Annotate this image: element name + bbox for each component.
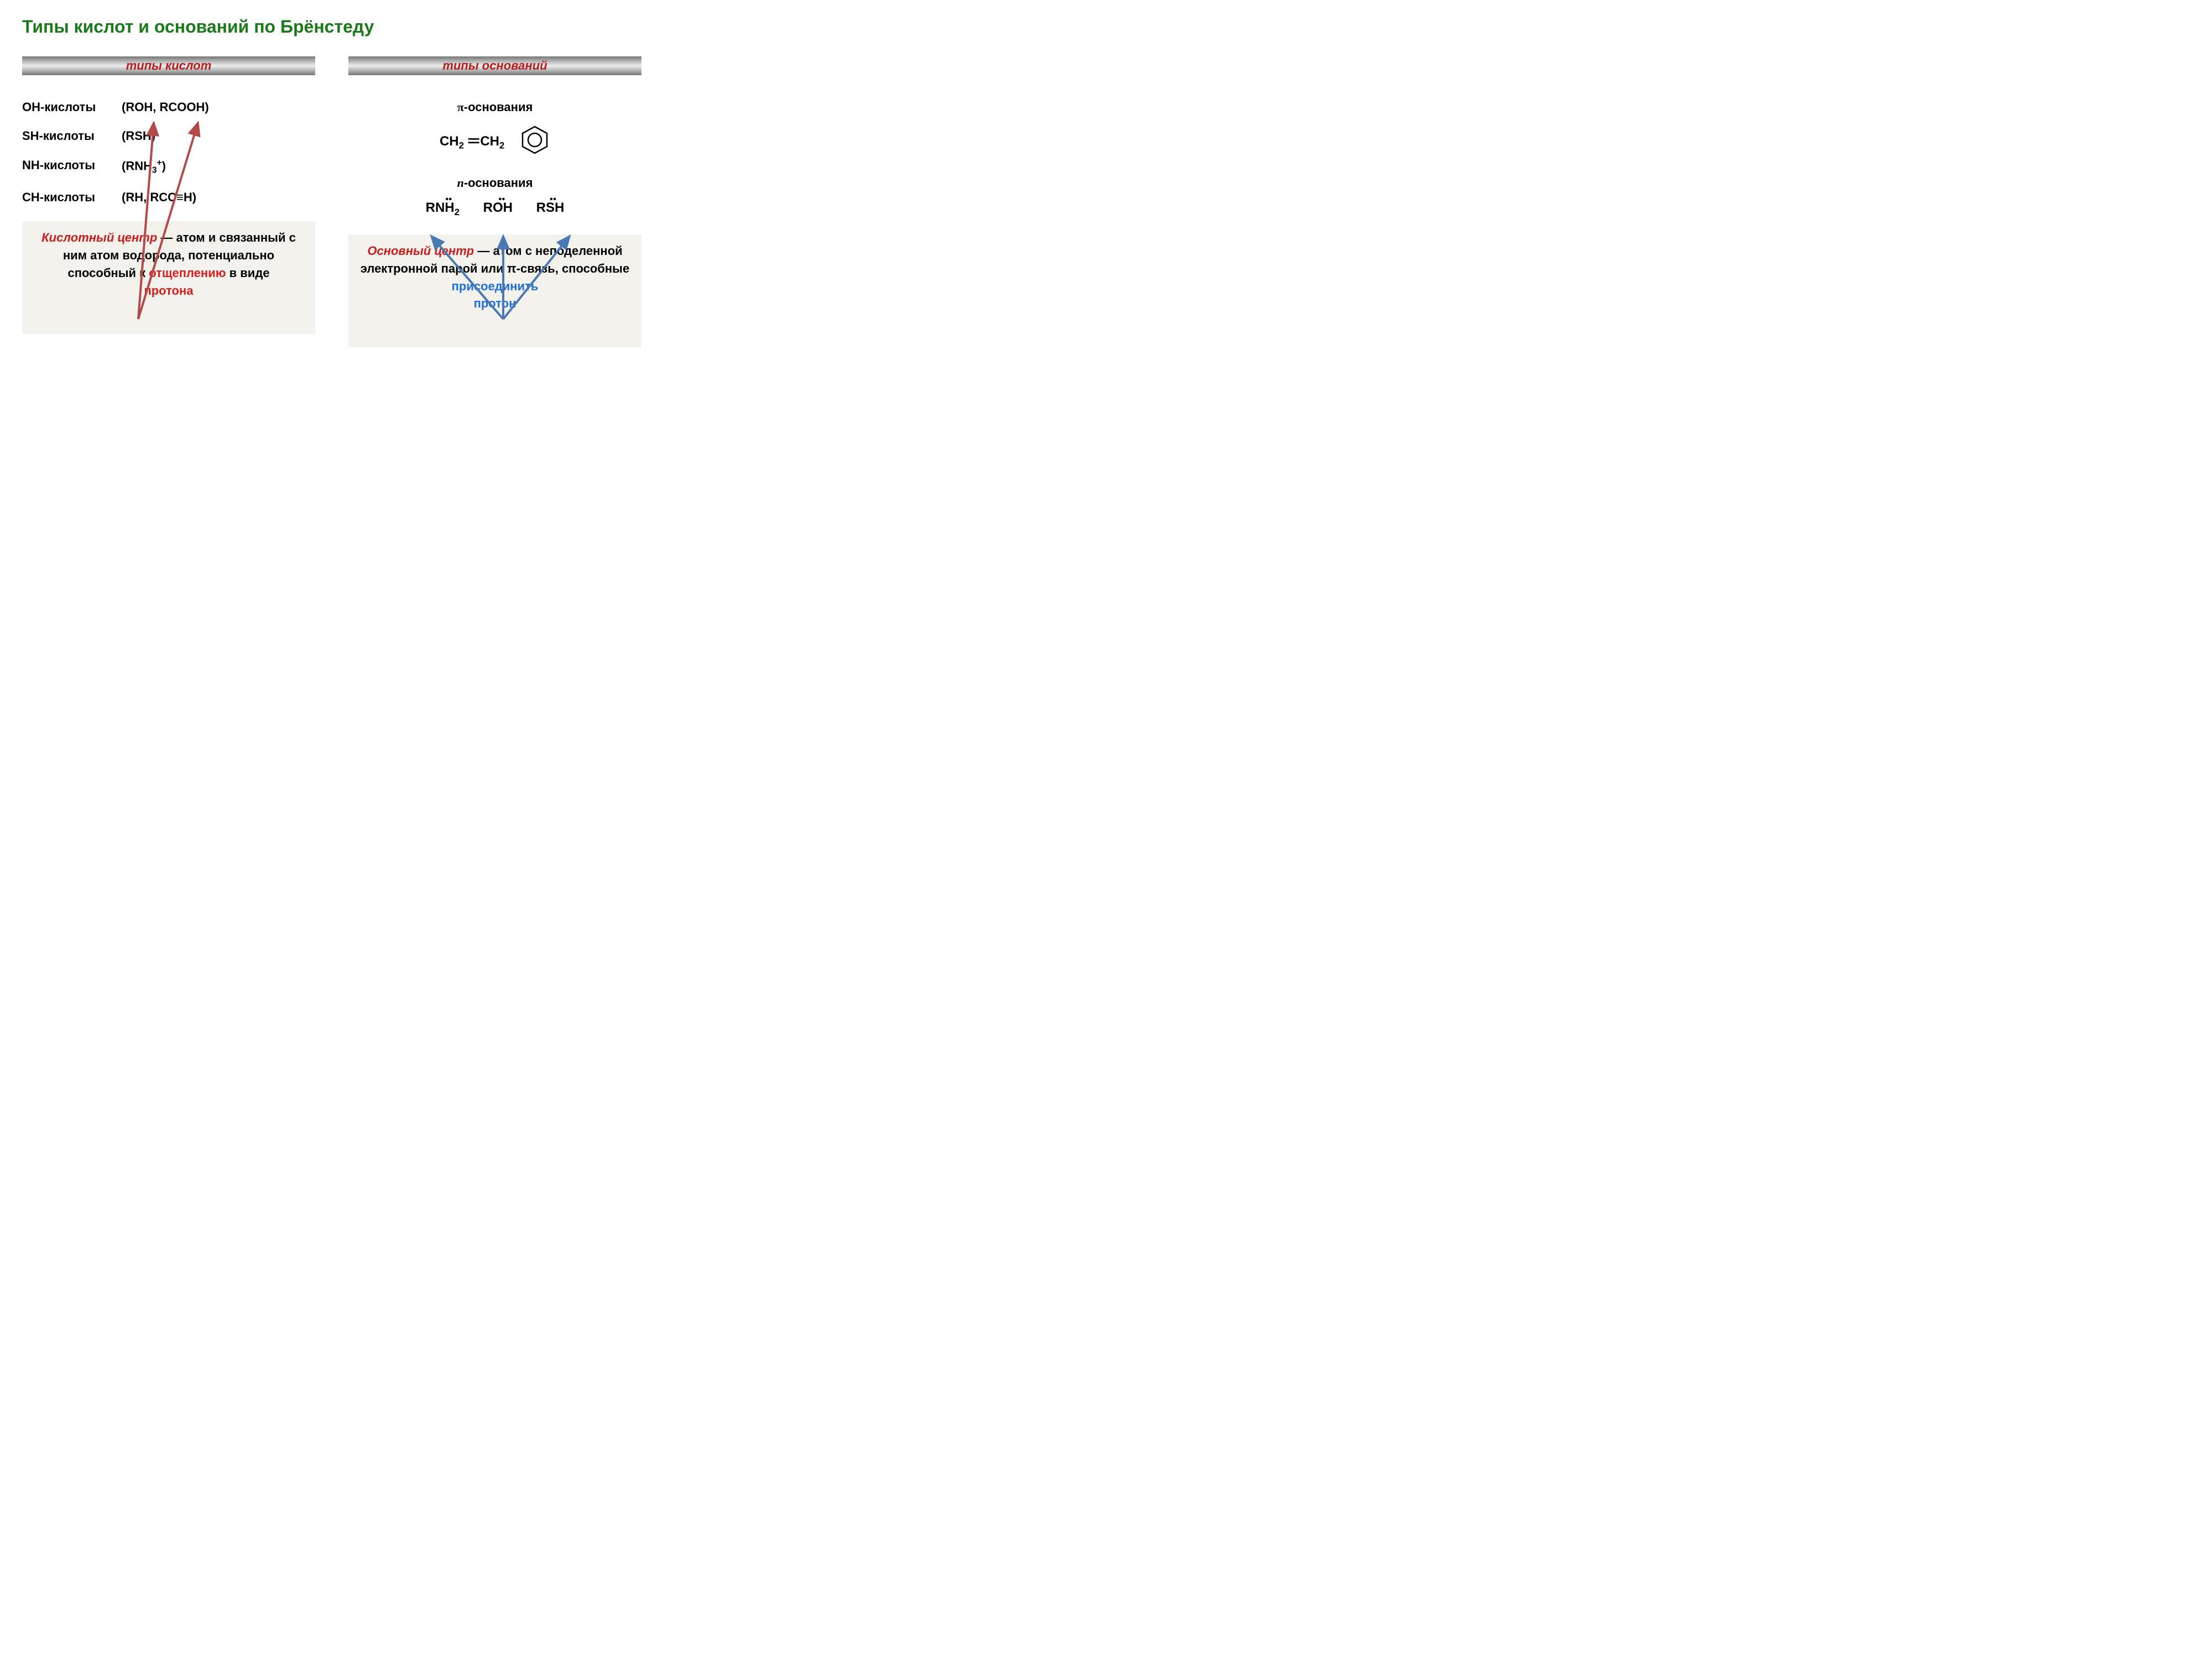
acid-formula: (RSH) xyxy=(122,129,155,143)
acid-label: NH-кислоты xyxy=(22,158,122,176)
n-item-rnh2: • • RNH2 xyxy=(426,200,460,218)
lone-pair-icon: • • xyxy=(445,195,451,205)
acid-list: OH-кислоты (ROH, RCOOH) SH-кислоты (RSH)… xyxy=(22,100,315,205)
lone-pair-icon: • • xyxy=(499,195,504,205)
n-heading: n-основания xyxy=(348,176,641,190)
acid-def-body2: в виде xyxy=(226,266,270,280)
acid-formula: (ROH, RCOOH) xyxy=(122,100,209,114)
n-item-rsh: • • RSH xyxy=(536,200,565,216)
n-item-roh: • • ROH xyxy=(483,200,513,216)
page-title: Типы кислот и оснований по Брёнстеду xyxy=(22,17,641,37)
acid-row-sh: SH-кислоты (RSH) xyxy=(22,129,315,143)
acid-row-nh: NH-кислоты (RNH3+) xyxy=(22,158,315,176)
acids-header: типы кислот xyxy=(22,56,315,75)
acid-formula: (RNH3+) xyxy=(122,158,166,176)
bases-column: типы оснований π-основания CH2 == CH2 n-… xyxy=(348,56,641,347)
columns: типы кислот OH-кислоты (ROH, RCOOH) SH-к… xyxy=(22,56,641,347)
pi-heading: π-основания xyxy=(348,100,641,114)
base-def-cut: протон xyxy=(474,296,517,310)
lone-pair-icon: • • xyxy=(550,195,555,205)
acid-formula: (RH, RCC≡H) xyxy=(122,190,196,205)
acid-label: SH-кислоты xyxy=(22,129,122,143)
pi-row: CH2 == CH2 xyxy=(348,124,641,159)
n-row: • • RNH2 • • ROH • • RSH xyxy=(348,200,641,218)
base-def-blue: присоединить xyxy=(452,279,539,293)
acid-label: CH-кислоты xyxy=(22,190,122,205)
base-term: Основный центр xyxy=(367,244,474,258)
acid-def-red: отщеплению xyxy=(149,266,226,280)
acid-label: OH-кислоты xyxy=(22,100,122,114)
acid-defbox: Кислотный центр — атом и связанный с ним… xyxy=(22,221,315,334)
acid-row-ch: CH-кислоты (RH, RCC≡H) xyxy=(22,190,315,205)
acid-row-oh: OH-кислоты (ROH, RCOOH) xyxy=(22,100,315,114)
benzene-icon xyxy=(519,124,550,159)
bases-header: типы оснований xyxy=(348,56,641,75)
acid-term: Кислотный центр xyxy=(41,231,157,244)
acid-def-cut: протона xyxy=(144,284,193,298)
acids-column: типы кислот OH-кислоты (ROH, RCOOH) SH-к… xyxy=(22,56,315,347)
base-defbox: Основный центр — атом с неподеленной эле… xyxy=(348,234,641,347)
